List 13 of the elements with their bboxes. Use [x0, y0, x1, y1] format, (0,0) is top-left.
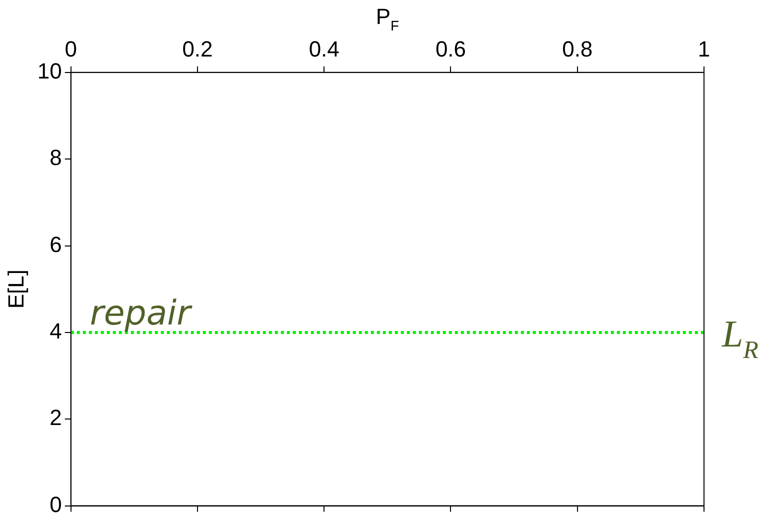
x-tick-label: 0.6 [435, 36, 466, 62]
y-tick-label: 8 [50, 145, 62, 170]
y-tick-label: 4 [50, 318, 62, 344]
y-tick-label: 10 [37, 58, 62, 84]
y-tick-label: 2 [50, 405, 62, 430]
x-tick-label: 1 [698, 36, 710, 62]
x-tick-label: 0.4 [308, 36, 340, 62]
y-tick-label: 0 [50, 492, 62, 517]
x-tick-label: 0.8 [562, 36, 593, 62]
y-tick-label: 6 [50, 232, 62, 257]
annotation: repair [90, 293, 193, 334]
y-axis-title: E[L] [3, 270, 28, 309]
x-tick-label: 0.2 [182, 36, 213, 62]
